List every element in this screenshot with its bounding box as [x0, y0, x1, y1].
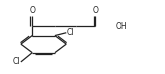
Text: OH: OH [116, 22, 127, 31]
Text: Cl: Cl [67, 28, 75, 37]
Text: Cl: Cl [13, 57, 20, 66]
Text: O: O [29, 6, 35, 15]
Text: O: O [93, 6, 98, 15]
